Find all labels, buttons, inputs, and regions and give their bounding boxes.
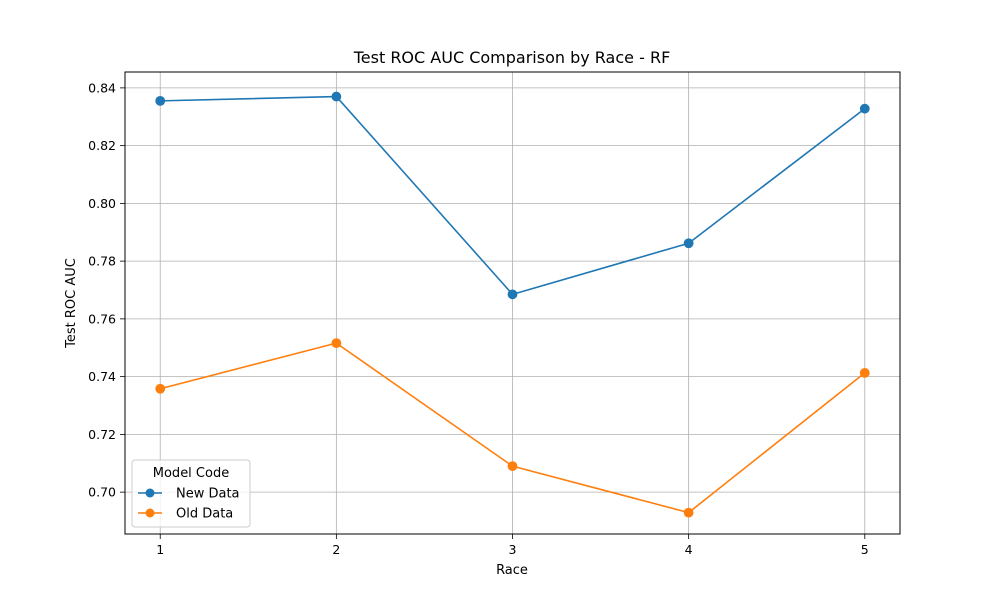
legend-marker-new-data [145, 488, 155, 498]
x-tick-label: 5 [861, 542, 869, 557]
data-point-old-data [331, 338, 342, 349]
y-tick-label: 0.72 [88, 427, 116, 442]
y-tick-label: 0.74 [88, 369, 116, 384]
y-axis-ticks: 0.70 0.72 0.74 0.76 0.78 0.80 0.82 0.84 [88, 80, 125, 500]
chart-title: Test ROC AUC Comparison by Race - RF [353, 48, 671, 67]
x-axis-label: Race [496, 563, 528, 578]
x-tick-label: 1 [156, 542, 164, 557]
data-point-old-data [507, 461, 518, 472]
data-point-new-data [155, 95, 166, 106]
grid-lines [125, 72, 900, 534]
x-tick-label: 2 [332, 542, 340, 557]
y-tick-label: 0.76 [88, 311, 116, 326]
y-tick-label: 0.84 [88, 80, 116, 95]
legend-label-new-data: New Data [176, 487, 240, 502]
y-axis-label: Test ROC AUC [64, 258, 79, 349]
legend-entries: New Data Old Data [138, 487, 240, 522]
y-tick-label: 0.78 [88, 254, 116, 269]
x-tick-label: 4 [685, 542, 693, 557]
series-layer [155, 91, 870, 518]
y-tick-label: 0.70 [88, 485, 116, 500]
legend-label-old-data: Old Data [176, 507, 233, 522]
data-point-new-data [507, 289, 518, 300]
data-point-new-data [331, 91, 342, 102]
data-point-old-data [683, 507, 694, 518]
legend-title: Model Code [153, 466, 229, 481]
data-point-new-data [683, 238, 694, 249]
x-tick-label: 3 [509, 542, 517, 557]
y-tick-label: 0.80 [88, 196, 116, 211]
data-point-new-data [859, 103, 870, 114]
legend-box [131, 459, 251, 528]
legend: Model Code New Data Old Data [131, 459, 251, 528]
x-axis-ticks: 1 2 3 4 5 [156, 534, 869, 557]
data-point-old-data [859, 367, 870, 378]
y-tick-label: 0.82 [88, 138, 116, 153]
data-point-old-data [155, 383, 166, 394]
legend-marker-old-data [145, 508, 155, 518]
